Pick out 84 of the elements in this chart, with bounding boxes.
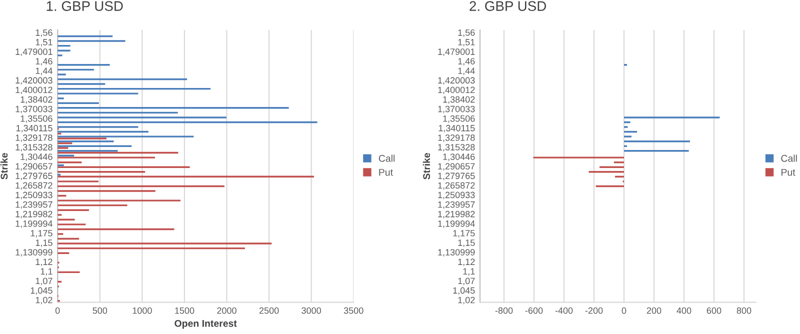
y-tick-label: 1,279765 — [16, 172, 52, 180]
y-tick-label: 1,290657 — [16, 163, 52, 171]
x-tick-label: 3000 — [302, 307, 322, 314]
x-tick-label: 2000 — [217, 307, 236, 314]
y-tick-label: 1,479001 — [16, 48, 52, 56]
y-tick-label: 1,35506 — [443, 115, 475, 123]
y-tick-label: 1,07 — [458, 278, 475, 286]
y-tick-label: 1,239957 — [438, 201, 475, 209]
y-tick-label: 1,1 — [40, 268, 52, 276]
legend-label: Call — [378, 154, 395, 162]
y-tick-label: 1,51 — [458, 39, 475, 46]
y-tick-label: 1,07 — [36, 278, 52, 286]
x-tick-label: 1000 — [132, 307, 152, 314]
y-tick-label: 1,46 — [458, 58, 475, 66]
y-tick-label: 1,400012 — [438, 86, 475, 94]
y-tick-label: 1,219982 — [16, 210, 52, 218]
x-tick-label: 200 — [646, 307, 662, 314]
legend-label: Call — [781, 154, 797, 162]
y-tick-label: 1,175 — [453, 230, 475, 238]
y-tick-label: 1,315328 — [438, 144, 475, 152]
chart-title: 2. GBP USD — [470, 1, 546, 11]
x-tick-label: 2500 — [259, 307, 279, 314]
y-tick-label: 1,279765 — [438, 172, 475, 180]
y-tick-label: 1,02 — [458, 296, 475, 304]
y-tick-label: 1,51 — [36, 39, 52, 46]
y-tick-label: 1,56 — [458, 29, 475, 37]
y-tick-label: 1,44 — [36, 68, 52, 76]
y-tick-label: 1,045 — [453, 287, 475, 295]
x-tick-label: -800 — [495, 307, 513, 314]
y-tick-label: 1,02 — [36, 296, 52, 304]
y-tick-label: 1,045 — [30, 287, 52, 295]
y-tick-label: 1,175 — [30, 230, 52, 238]
x-tick-label: -600 — [525, 307, 543, 314]
y-tick-label: 1,219982 — [438, 210, 475, 218]
y-tick-label: 1,12 — [36, 258, 52, 266]
y-tick-label: 1,420003 — [438, 77, 475, 85]
y-tick-label: 1,35506 — [20, 115, 52, 123]
y-tick-label: 1,340115 — [438, 124, 475, 132]
y-tick-label: 1,265872 — [438, 182, 475, 190]
x-tick-label: 500 — [92, 307, 108, 314]
y-tick-label: 1,56 — [36, 29, 52, 37]
y-tick-label: 1,15 — [36, 240, 52, 247]
y-tick-label: 1,130999 — [438, 249, 475, 257]
legend-label: Put — [782, 168, 796, 176]
y-tick-label: 1,420003 — [16, 77, 52, 85]
y-tick-label: 1,400012 — [16, 86, 52, 94]
y-tick-label: 1,199994 — [16, 220, 52, 228]
y-tick-label: 1,329178 — [438, 134, 475, 142]
x-tick-label: -400 — [555, 307, 573, 314]
y-tick-label: 1,15 — [458, 240, 475, 247]
y-tick-label: 1,46 — [36, 58, 52, 66]
y-tick-label: 1,250933 — [16, 192, 52, 200]
x-tick-label: 400 — [676, 307, 692, 314]
y-tick-label: 1,479001 — [438, 48, 475, 56]
y-tick-label: 1,329178 — [16, 134, 52, 142]
y-tick-label: 1,315328 — [16, 144, 52, 152]
y-tick-label: 1,199994 — [438, 220, 475, 228]
y-tick-label: 1,1 — [463, 268, 475, 276]
y-tick-label: 1,12 — [458, 258, 475, 266]
y-tick-label: 1,30446 — [20, 154, 52, 162]
x-tick-label: 0 — [55, 307, 60, 314]
y-tick-label: 1,290657 — [438, 163, 475, 171]
y-tick-label: 1,38402 — [443, 96, 475, 104]
x-tick-label: 0 — [622, 307, 626, 314]
y-tick-label: 1,265872 — [16, 182, 52, 190]
chart-title: 1. GBP USD — [46, 1, 123, 11]
y-axis-title: Strike — [0, 152, 8, 180]
y-tick-label: 1,38402 — [20, 96, 52, 104]
y-axis-title: Strike — [422, 152, 430, 180]
y-tick-label: 1,370033 — [16, 106, 52, 114]
x-tick-label: -200 — [585, 307, 603, 314]
x-tick-label: 800 — [736, 307, 752, 314]
legend-label: Put — [379, 168, 393, 176]
x-tick-label: 3500 — [344, 307, 364, 314]
y-tick-label: 1,30446 — [443, 154, 475, 162]
x-axis-title: Open Interest — [174, 320, 237, 329]
y-tick-label: 1,44 — [458, 68, 475, 76]
y-tick-label: 1,130999 — [16, 249, 52, 257]
x-tick-label: 1500 — [175, 307, 194, 314]
y-tick-label: 1,370033 — [438, 106, 475, 114]
y-tick-label: 1,250933 — [438, 192, 475, 200]
y-tick-label: 1,340115 — [16, 124, 52, 132]
y-tick-label: 1,239957 — [16, 201, 52, 209]
x-tick-label: 600 — [706, 307, 722, 314]
